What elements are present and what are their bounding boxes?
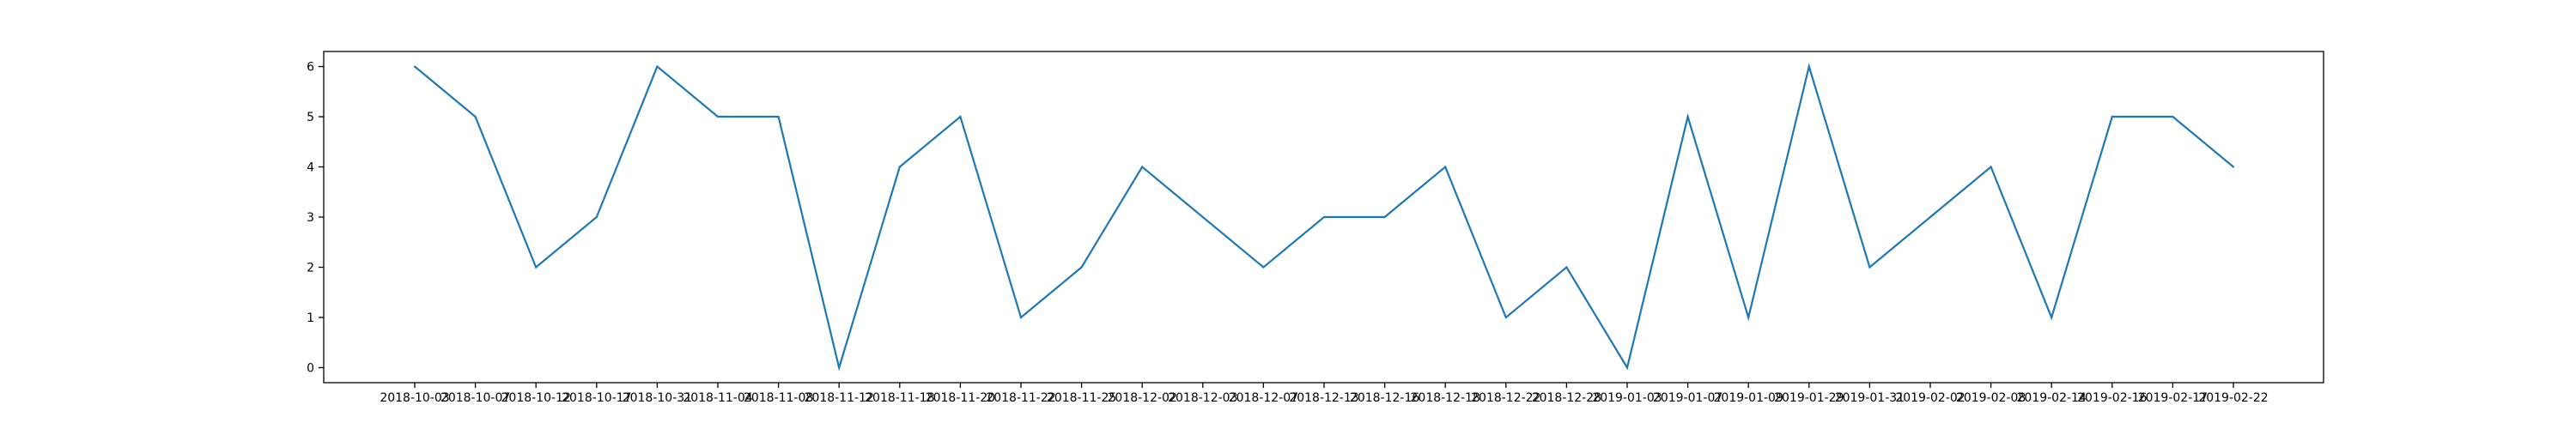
data-point xyxy=(1747,316,1750,319)
x-tick-label: 2018-11-18 xyxy=(865,391,934,405)
x-tick-label: 2018-11-12 xyxy=(805,391,874,405)
x-tick-label: 2019-01-07 xyxy=(1653,391,1722,405)
data-point xyxy=(1868,266,1871,269)
x-tick-label: 2018-10-12 xyxy=(501,391,571,405)
data-point xyxy=(595,215,598,219)
x-tick-label: 2018-11-08 xyxy=(744,391,813,405)
y-tick-label: 4 xyxy=(307,161,314,175)
data-point xyxy=(1565,266,1568,269)
x-tick-label: 2019-01-29 xyxy=(1774,391,1844,405)
x-tick-label: 2018-12-28 xyxy=(1532,391,1601,405)
x-tick-label: 2018-12-02 xyxy=(1108,391,1177,405)
data-point xyxy=(1262,266,1265,269)
data-point xyxy=(959,115,962,118)
x-tick-label: 2019-01-09 xyxy=(1714,391,1783,405)
data-point xyxy=(1807,65,1810,68)
x-tick-label: 2018-12-18 xyxy=(1411,391,1480,405)
data-point xyxy=(413,65,416,68)
data-point xyxy=(716,115,720,118)
x-tick-label: 2018-11-04 xyxy=(683,391,752,405)
data-point xyxy=(1201,215,1204,219)
data-point xyxy=(1383,215,1386,219)
data-point xyxy=(1080,266,1083,269)
x-tick-label: 2019-02-14 xyxy=(2017,391,2087,405)
x-tick-label: 2019-02-02 xyxy=(1895,391,1965,405)
x-tick-label: 2019-01-03 xyxy=(1592,391,1662,405)
data-point xyxy=(656,65,659,68)
x-tick-label: 2018-12-07 xyxy=(1229,391,1298,405)
data-point xyxy=(898,166,901,168)
data-point xyxy=(474,115,477,118)
x-tick-label: 2019-02-22 xyxy=(2198,391,2268,405)
data-point xyxy=(1990,166,1992,168)
data-point xyxy=(1141,166,1144,168)
data-point xyxy=(1322,215,1326,219)
data-point xyxy=(777,115,780,118)
x-tick-label: 2018-10-31 xyxy=(623,391,692,405)
x-tick-label: 2019-02-17 xyxy=(2138,391,2208,405)
plot-area: 01234562018-10-032018-10-072018-10-12201… xyxy=(307,51,2324,405)
x-tick-label: 2018-11-25 xyxy=(1047,391,1116,405)
data-point xyxy=(535,266,538,269)
data-point xyxy=(2172,115,2174,118)
y-tick-label: 0 xyxy=(307,361,314,375)
data-point xyxy=(838,366,841,369)
x-tick-label: 2019-02-16 xyxy=(2077,391,2147,405)
data-point xyxy=(1625,366,1629,369)
data-point xyxy=(2232,166,2235,168)
data-point xyxy=(1929,215,1932,219)
x-tick-label: 2018-10-03 xyxy=(380,391,449,405)
data-point xyxy=(2111,115,2113,118)
x-tick-label: 2018-10-07 xyxy=(440,391,510,405)
data-point xyxy=(1504,316,1507,319)
x-tick-label: 2019-02-08 xyxy=(1956,391,2026,405)
y-tick-label: 2 xyxy=(307,261,314,275)
y-tick-label: 6 xyxy=(307,61,314,75)
data-point xyxy=(1019,316,1023,319)
x-tick-label: 2018-11-20 xyxy=(926,391,995,405)
x-tick-label: 2018-11-22 xyxy=(986,391,1055,405)
x-tick-label: 2018-12-16 xyxy=(1350,391,1419,405)
y-tick-label: 3 xyxy=(307,211,314,225)
x-tick-label: 2018-12-03 xyxy=(1168,391,1237,405)
data-point xyxy=(2050,316,2053,319)
data-point xyxy=(1444,166,1447,168)
x-tick-label: 2018-12-13 xyxy=(1289,391,1358,405)
y-tick-label: 1 xyxy=(307,311,314,325)
y-tick-label: 5 xyxy=(307,111,314,124)
x-tick-label: 2019-01-31 xyxy=(1835,391,1905,405)
x-tick-label: 2018-10-17 xyxy=(562,391,631,405)
x-tick-label: 2018-12-22 xyxy=(1471,391,1540,405)
data-point xyxy=(1686,115,1689,118)
